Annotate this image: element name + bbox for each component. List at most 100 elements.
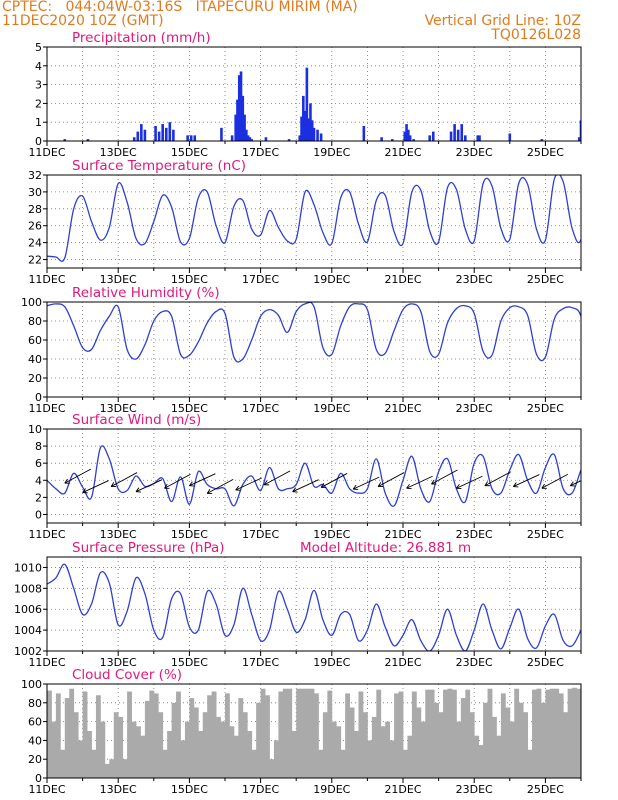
wind-arrow [64, 468, 92, 484]
x-tick-label: 21DEC [384, 146, 421, 159]
cloud-bar [251, 749, 257, 778]
y-tick-label: 10 [28, 423, 42, 436]
cloud-bar [140, 735, 146, 778]
cloud-bar [527, 749, 533, 778]
y-tick-label: 32 [28, 169, 42, 182]
wind-arrow [82, 480, 109, 494]
y-tick-label: 60 [28, 334, 42, 347]
x-tick-label: 23DEC [456, 528, 493, 541]
cloud-bar [362, 712, 368, 778]
precip-bar [241, 95, 245, 141]
cloud-bar [273, 740, 279, 778]
y-tick-label: 26 [28, 220, 42, 233]
x-tick-label: 17DEC [242, 273, 279, 286]
x-tick-label: 23DEC [456, 146, 493, 159]
precip-bar [309, 103, 312, 141]
wind-arrow [377, 472, 405, 488]
x-tick-label: 17DEC [242, 402, 279, 415]
precip-bar [431, 131, 435, 141]
x-tick-label: 13DEC [100, 656, 137, 669]
x-tick-label: 23DEC [456, 783, 493, 796]
wind-arrow [569, 480, 581, 487]
series-precip [63, 67, 581, 141]
x-tick-label: 23DEC [456, 273, 493, 286]
precip-bar [193, 135, 197, 141]
cloud-bar [322, 712, 328, 778]
cloud-bar [309, 688, 315, 778]
x-tick-label: 23DEC [456, 402, 493, 415]
cloud-bar [47, 690, 52, 778]
precip-bar [478, 135, 481, 141]
wind-arrow [206, 479, 234, 494]
y-tick-label: 1 [35, 116, 42, 129]
precip-bar [164, 127, 168, 141]
y-tick-label: 20 [28, 753, 42, 766]
x-tick-label: 21DEC [384, 528, 421, 541]
precip-bar [403, 131, 407, 141]
cloud-bar [389, 740, 395, 778]
x-tick-label: 21DEC [384, 402, 421, 415]
precip-bar [464, 135, 467, 141]
x-tick-label: 25DEC [527, 402, 564, 415]
cloud-bar [505, 707, 511, 778]
cloud-bar [242, 712, 248, 778]
cloud-title: Cloud Cover (%) [72, 667, 182, 683]
x-tick-label: 11DEC [28, 273, 65, 286]
cloud-bar [256, 702, 261, 778]
wind-line [47, 445, 581, 507]
cloud-bar [127, 691, 132, 778]
precip-bar [319, 133, 323, 141]
wind-arrow [512, 474, 540, 488]
cloud-bar [518, 702, 524, 778]
precip-bar [408, 135, 412, 141]
x-tick-label: 13DEC [100, 146, 137, 159]
y-tick-label: 0 [35, 391, 42, 404]
cloud-bar [189, 698, 195, 778]
cloud-bar [554, 688, 560, 778]
precip-bar [189, 135, 193, 141]
cloud-bar [282, 688, 288, 778]
panel-precip: 0 1 2 3 4 5 11DEC 13DEC 15DEC 17DEC 19DEC 21DEC 23DE… [28, 30, 582, 159]
x-tick-label: 17DEC [242, 656, 279, 669]
cloud-bar [563, 712, 569, 778]
cloud-bar [465, 689, 471, 778]
wind-arrow [110, 472, 138, 488]
x-tick-label: 15DEC [171, 146, 208, 159]
y-tick-label: 1010 [14, 561, 42, 574]
cloud-bar [55, 693, 61, 778]
plot-frame [46, 174, 582, 269]
precip-bar [310, 120, 314, 141]
pressure-line [47, 563, 581, 651]
cloud-bar [113, 712, 119, 778]
wind-arrow [456, 475, 483, 490]
cloud-bar [207, 695, 213, 778]
wind-arrow [292, 479, 319, 493]
cloud-bar [398, 691, 404, 778]
wind-arrow [135, 479, 163, 493]
cloud-bar [136, 726, 141, 778]
precip-bar [239, 71, 243, 141]
rh-line [47, 302, 581, 363]
x-tick-label: 25DEC [527, 656, 564, 669]
precip-bar [132, 137, 136, 141]
wind-arrow [263, 470, 291, 486]
precip-bar [302, 95, 305, 141]
precip-bar [540, 139, 544, 141]
cloud-bar [122, 759, 128, 778]
x-tick-label: 13DEC [100, 783, 137, 796]
precip-bar [186, 135, 189, 141]
cloud-bar [158, 712, 164, 778]
precip-bar [250, 139, 253, 141]
x-tick-label: 25DEC [527, 783, 564, 796]
cloud-bar [500, 693, 506, 778]
plot-frame [46, 556, 582, 652]
x-tick-label: 11DEC [28, 528, 65, 541]
x-tick-label: 21DEC [384, 273, 421, 286]
cloud-bar [131, 721, 137, 778]
cloud-bar [167, 731, 172, 778]
cloud-bar [162, 749, 168, 778]
y-tick-label: 100 [21, 678, 42, 691]
x-tick-label: 13DEC [100, 402, 137, 415]
precip-bar [453, 124, 456, 141]
y-tick-label: 6 [35, 457, 42, 470]
